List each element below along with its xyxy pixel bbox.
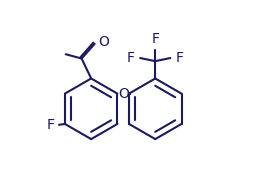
Text: O: O (99, 35, 109, 49)
Text: O: O (118, 87, 129, 101)
Text: F: F (151, 32, 159, 46)
Text: F: F (176, 51, 184, 65)
Text: F: F (127, 51, 134, 65)
Text: F: F (47, 118, 55, 132)
